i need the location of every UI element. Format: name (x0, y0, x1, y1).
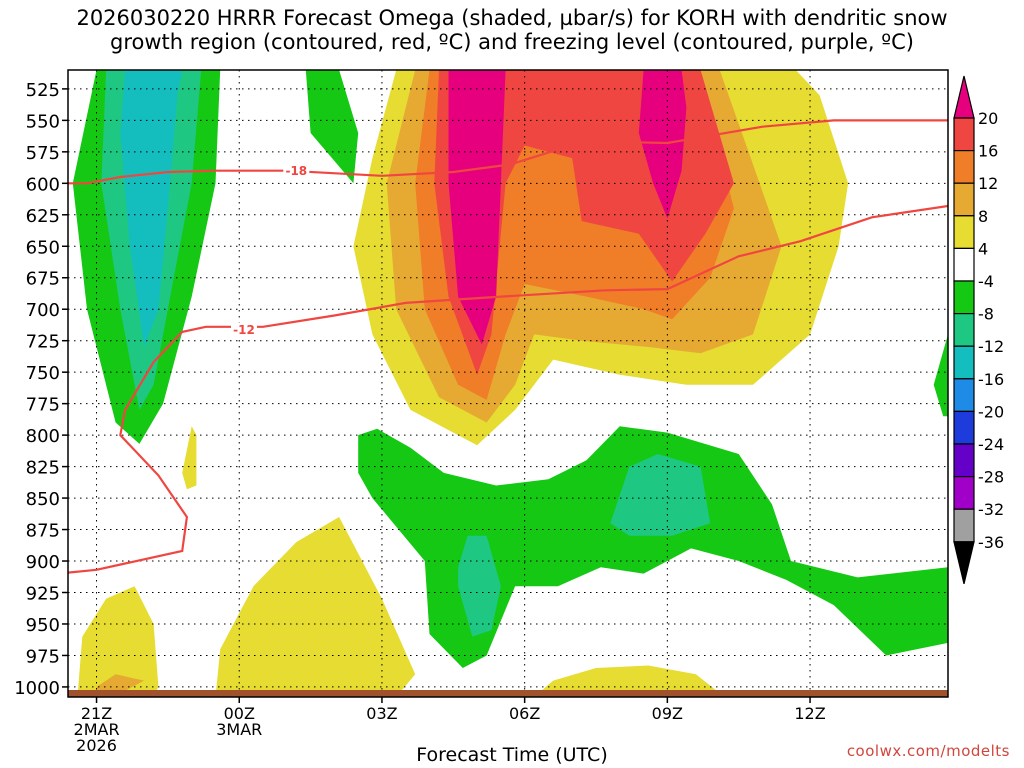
y-tick-label-675: 675 (26, 269, 60, 290)
x-axis-label: Forecast Time (UTC) (416, 744, 608, 766)
y-tick-label-575: 575 (26, 143, 60, 164)
omega-region-minus4-right (933, 334, 948, 417)
colorbar-label-minus36: -36 (978, 533, 1004, 552)
y-tick-label-750: 750 (26, 363, 60, 384)
x-tick-label-3-1: 3MAR (216, 720, 262, 739)
y-tick-label-925: 925 (26, 584, 60, 605)
y-tick-label-1000: 1000 (14, 678, 60, 699)
omega-region-4-lower-left (77, 586, 159, 697)
y-tick-label-950: 950 (26, 615, 60, 636)
y-tick-label-550: 550 (26, 111, 60, 132)
contour-label-minus18: -18 (285, 164, 307, 178)
colorbar-label-minus32: -32 (978, 500, 1004, 519)
colorbar-swatch-8 (953, 378, 975, 412)
omega-region-4-lower-right (534, 665, 725, 697)
colorbar-label-8: 8 (978, 207, 988, 226)
x-tick-label-0-0: 21Z (81, 704, 112, 723)
ground-strip (68, 690, 948, 697)
y-tick-label-975: 975 (26, 646, 60, 667)
y-tick-label-700: 700 (26, 300, 60, 321)
credit-text: coolwx.com/modelts (846, 742, 1010, 760)
colorbar-swatch-1 (953, 150, 975, 184)
dgz-contour-minus18 (68, 119, 948, 185)
colorbar-label-minus24: -24 (978, 435, 1004, 454)
y-tick-label-800: 800 (26, 426, 60, 447)
colorbar-label-minus12: -12 (978, 337, 1004, 356)
colorbar-swatch-6 (953, 313, 975, 347)
colorbar-swatch-11 (953, 476, 975, 510)
x-tick-label-12-0: 09Z (652, 704, 683, 723)
omega-region-4-slice (182, 426, 197, 490)
colorbar-label-minus20: -20 (978, 402, 1004, 421)
colorbar-swatch-4 (953, 247, 975, 282)
omega-shading: -18 -12 (68, 70, 948, 697)
omega-region-20-main (448, 70, 506, 345)
y-tick-label-850: 850 (26, 489, 60, 510)
contour-label-bg (231, 322, 257, 337)
x-tick-label-0-2: 2026 (76, 736, 117, 755)
x-tick-label-9-0: 06Z (509, 704, 540, 723)
x-tick-label-15-0: 12Z (794, 704, 825, 723)
y-tick-label-775: 775 (26, 395, 60, 416)
x-tick-label-0-1: 2MAR (74, 720, 120, 739)
omega-region-minus4-top (305, 70, 359, 184)
colorbar-swatch-9 (953, 410, 975, 445)
colorbar-swatch-10 (953, 443, 975, 478)
omega-region-minus12-left (120, 70, 183, 347)
y-tick-label-625: 625 (26, 206, 60, 227)
chart-title-line-1: 2026030220 HRRR Forecast Omega (shaded, … (76, 6, 948, 30)
colorbar-bottom-arrow (953, 541, 975, 584)
colorbar-label-4: 4 (978, 239, 988, 258)
colorbar-swatch-2 (953, 182, 975, 217)
y-tick-label-825: 825 (26, 458, 60, 479)
colorbar-label-16: 16 (978, 142, 998, 161)
colorbar-swatch-0 (953, 117, 975, 152)
colorbar-label-12: 12 (978, 174, 998, 193)
y-tick-label-650: 650 (26, 237, 60, 258)
colorbar-label-20: 20 (978, 109, 998, 128)
contour-label-bg (283, 163, 310, 178)
omega-region-minus8-lower-2 (610, 454, 711, 536)
colorbar-swatch-7 (953, 345, 975, 380)
omega-region-20-right (638, 70, 687, 219)
y-tick-label-900: 900 (26, 552, 60, 573)
y-tick-label-725: 725 (26, 332, 60, 353)
colorbar-top-arrow (953, 75, 975, 119)
x-tick-label-6-0: 03Z (366, 704, 397, 723)
y-tick-label-525: 525 (26, 80, 60, 101)
colorbar-label-minus16: -16 (978, 370, 1004, 389)
y-tick-label-875: 875 (26, 521, 60, 542)
colorbar-label-minus8: -8 (978, 305, 994, 324)
chart-title-line-2: growth region (contoured, red, ºC) and f… (110, 30, 914, 54)
colorbar-label-minus4: -4 (978, 272, 994, 291)
colorbar-swatch-5 (953, 280, 975, 315)
x-tick-label-3-0: 00Z (224, 704, 255, 723)
omega-region-4-lower-mid (215, 517, 416, 697)
plot-frame (67, 69, 949, 698)
omega-region-minus8-lower-1 (458, 535, 501, 637)
dgz-contour-minus12 (68, 204, 948, 574)
contour-label-minus12: -12 (233, 323, 255, 337)
colorbar-swatch-3 (953, 215, 975, 250)
colorbar-swatch-12 (953, 508, 975, 543)
omega-region-8-small (96, 674, 145, 691)
colorbar-label-minus28: -28 (978, 468, 1004, 487)
y-tick-label-600: 600 (26, 174, 60, 195)
omega-region-minus4-lower (358, 426, 948, 668)
